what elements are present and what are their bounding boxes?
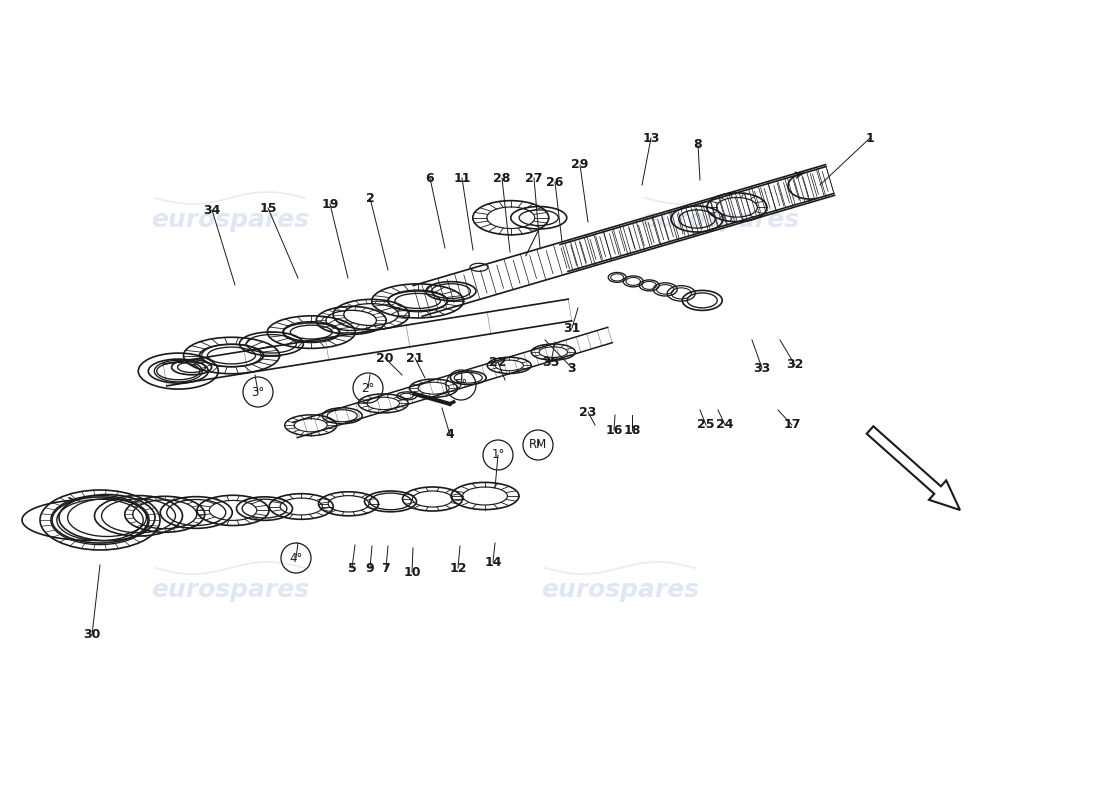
Text: 6: 6 xyxy=(426,171,434,185)
Text: 3: 3 xyxy=(568,362,576,374)
Text: 1°: 1° xyxy=(492,449,505,462)
Text: 9: 9 xyxy=(365,562,374,574)
Text: 13: 13 xyxy=(642,131,660,145)
Text: 20: 20 xyxy=(376,351,394,365)
Text: 19: 19 xyxy=(321,198,339,210)
Text: 28: 28 xyxy=(493,171,510,185)
Text: 26: 26 xyxy=(547,175,563,189)
Text: 16: 16 xyxy=(605,423,623,437)
Text: 7: 7 xyxy=(382,562,390,574)
Text: 2°: 2° xyxy=(361,382,375,394)
Text: 5°: 5° xyxy=(454,378,467,391)
Text: 33: 33 xyxy=(754,362,771,374)
Polygon shape xyxy=(867,426,960,510)
Text: 1: 1 xyxy=(866,131,874,145)
Text: 3°: 3° xyxy=(252,386,265,398)
Text: eurospares: eurospares xyxy=(151,578,309,602)
Text: eurospares: eurospares xyxy=(541,578,700,602)
Text: 32: 32 xyxy=(786,358,804,371)
Text: 29: 29 xyxy=(571,158,588,171)
Text: 24: 24 xyxy=(716,418,734,431)
Text: 4: 4 xyxy=(446,429,454,442)
Text: 21: 21 xyxy=(406,351,424,365)
Text: RM: RM xyxy=(529,438,547,451)
Text: 2: 2 xyxy=(365,191,374,205)
Text: 17: 17 xyxy=(783,418,801,431)
Text: 12: 12 xyxy=(449,562,466,574)
Text: 35: 35 xyxy=(542,355,560,369)
Text: 22: 22 xyxy=(490,355,507,369)
Text: 27: 27 xyxy=(526,171,542,185)
Text: 4°: 4° xyxy=(289,551,302,565)
Text: 18: 18 xyxy=(624,423,640,437)
Text: 15: 15 xyxy=(260,202,277,214)
Text: eurospares: eurospares xyxy=(641,208,799,232)
Text: 31: 31 xyxy=(563,322,581,334)
Text: 25: 25 xyxy=(697,418,715,431)
Text: 34: 34 xyxy=(204,203,221,217)
Text: 23: 23 xyxy=(580,406,596,418)
Text: 11: 11 xyxy=(453,171,471,185)
Text: 8: 8 xyxy=(694,138,702,151)
Text: 10: 10 xyxy=(404,566,420,578)
Text: 30: 30 xyxy=(84,629,101,642)
Text: 5: 5 xyxy=(348,562,356,574)
Text: 14: 14 xyxy=(484,555,502,569)
Text: eurospares: eurospares xyxy=(151,208,309,232)
